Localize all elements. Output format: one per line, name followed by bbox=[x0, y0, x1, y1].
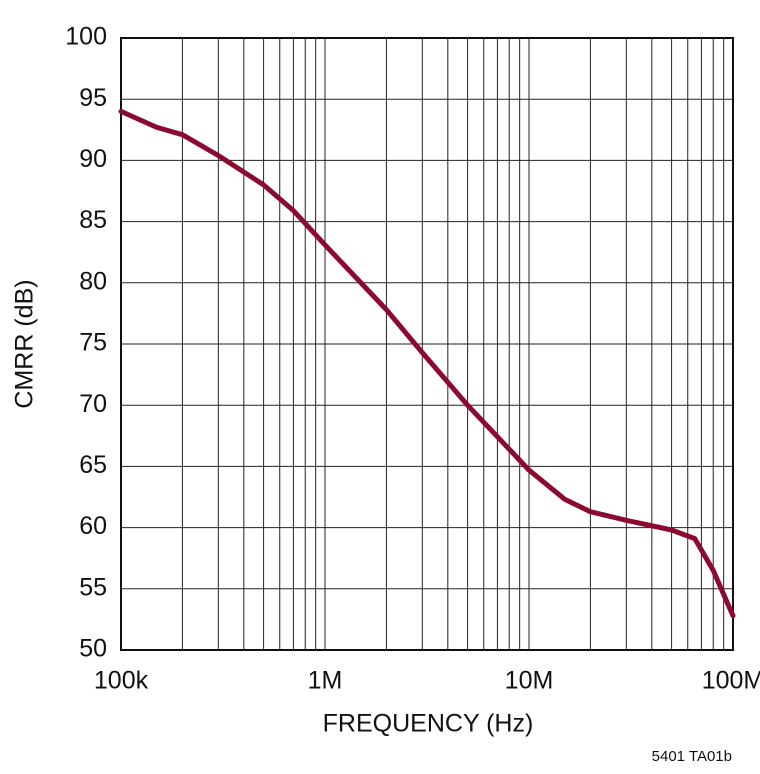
y-tick-label: 60 bbox=[79, 512, 107, 540]
y-tick-label: 55 bbox=[79, 573, 107, 601]
y-tick-label: 95 bbox=[79, 84, 107, 112]
y-tick-label: 65 bbox=[79, 451, 107, 479]
x-tick-label: 10M bbox=[505, 667, 554, 695]
y-tick-label: 50 bbox=[79, 635, 107, 663]
y-axis-label: CMRR (dB) bbox=[11, 279, 39, 408]
data-line bbox=[118, 108, 736, 619]
x-tick-label: 1M bbox=[308, 667, 343, 695]
x-axis-label: FREQUENCY (Hz) bbox=[323, 710, 534, 738]
y-tick-label: 75 bbox=[79, 329, 107, 357]
y-tick-label: 80 bbox=[79, 267, 107, 295]
x-tick-label: 100M bbox=[702, 667, 760, 695]
y-tick-label: 85 bbox=[79, 206, 107, 234]
x-tick-label: 100k bbox=[94, 667, 149, 695]
y-tick-label: 90 bbox=[79, 145, 107, 173]
y-tick-label: 100 bbox=[65, 23, 107, 51]
y-tick-label: 70 bbox=[79, 390, 107, 418]
plot-frame bbox=[120, 37, 734, 651]
figure-code: 5401 TA01b bbox=[652, 748, 732, 765]
